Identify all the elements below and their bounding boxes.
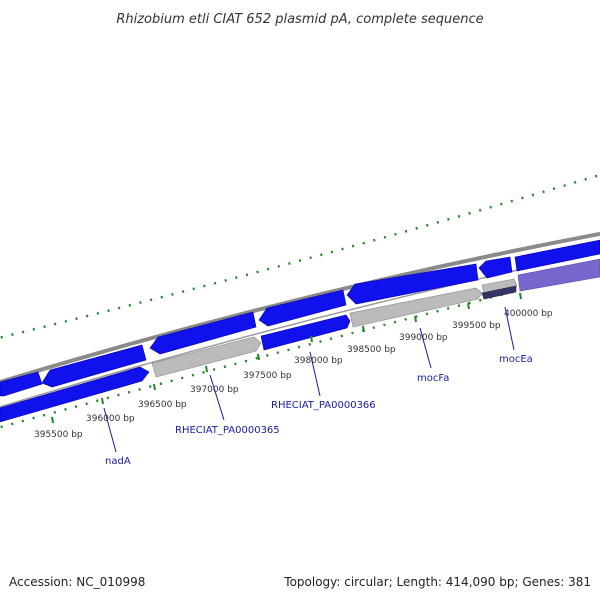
leader-line bbox=[504, 306, 515, 351]
tick-mark bbox=[205, 365, 208, 373]
gene-arrow[interactable] bbox=[481, 285, 517, 300]
gene-arrow[interactable] bbox=[41, 344, 147, 388]
gene-arrow[interactable] bbox=[478, 256, 513, 279]
leader-line bbox=[419, 327, 432, 369]
map-title: Rhizobium etli CIAT 652 plasmid pA, comp… bbox=[116, 12, 483, 27]
tick-mark bbox=[414, 315, 417, 323]
tick-label: 397500 bp bbox=[243, 371, 292, 381]
leader-line bbox=[209, 374, 225, 421]
gene-label-pa0000365[interactable]: RHECIAT_PA0000365 bbox=[175, 425, 280, 436]
reverse-strand bbox=[0, 258, 600, 423]
tick-mark bbox=[310, 335, 313, 343]
accession-text: Accession: NC_010998 bbox=[9, 575, 145, 589]
tick-label: 395500 bp bbox=[34, 430, 83, 440]
tick-mark bbox=[467, 302, 470, 310]
gene-arrow[interactable] bbox=[349, 287, 483, 328]
tick-label: 398500 bp bbox=[347, 345, 396, 355]
gene-label-mocfa[interactable]: mocFa bbox=[417, 373, 449, 384]
tick-mark bbox=[519, 292, 522, 300]
tick-mark bbox=[362, 325, 365, 333]
gene-label-nada[interactable]: nadA bbox=[105, 456, 131, 467]
tick-label: 396500 bp bbox=[138, 400, 187, 410]
tick-mark bbox=[153, 383, 156, 391]
gene-arrow[interactable] bbox=[0, 371, 43, 397]
tick-label: 399000 bp bbox=[399, 333, 448, 343]
tick-mark bbox=[101, 397, 104, 405]
gene-arrow[interactable] bbox=[517, 258, 600, 292]
gene-labels: nadA RHECIAT_PA0000365 RHECIAT_PA0000366… bbox=[105, 354, 533, 467]
gc-skew-outer bbox=[0, 173, 600, 339]
backbone-outer bbox=[0, 231, 600, 385]
gene-arrow[interactable] bbox=[514, 239, 600, 272]
tick-label: 398000 bp bbox=[294, 356, 343, 366]
tick-mark bbox=[51, 416, 54, 424]
gene-arrow[interactable] bbox=[260, 314, 351, 351]
gene-leaders bbox=[103, 306, 515, 453]
tick-mark bbox=[257, 353, 260, 361]
gene-arrow[interactable] bbox=[346, 263, 479, 305]
tick-marks bbox=[51, 292, 522, 424]
gene-label-pa0000366[interactable]: RHECIAT_PA0000366 bbox=[271, 400, 376, 411]
gene-arrow[interactable] bbox=[258, 289, 347, 327]
tick-label: 396000 bp bbox=[86, 414, 135, 424]
gene-arrow[interactable] bbox=[481, 278, 518, 294]
tick-label: 399500 bp bbox=[452, 321, 501, 331]
gene-label-mocea[interactable]: mocEa bbox=[499, 354, 533, 365]
gene-arrow[interactable] bbox=[149, 311, 257, 355]
topology-text: Topology: circular; Length: 414,090 bp; … bbox=[283, 575, 591, 589]
gene-arrow[interactable] bbox=[151, 336, 262, 378]
leader-line bbox=[103, 407, 117, 453]
forward-strand bbox=[0, 239, 600, 397]
tick-label: 400000 bp bbox=[504, 309, 553, 319]
gene-arrow[interactable] bbox=[0, 366, 150, 423]
leader-line bbox=[309, 351, 321, 397]
